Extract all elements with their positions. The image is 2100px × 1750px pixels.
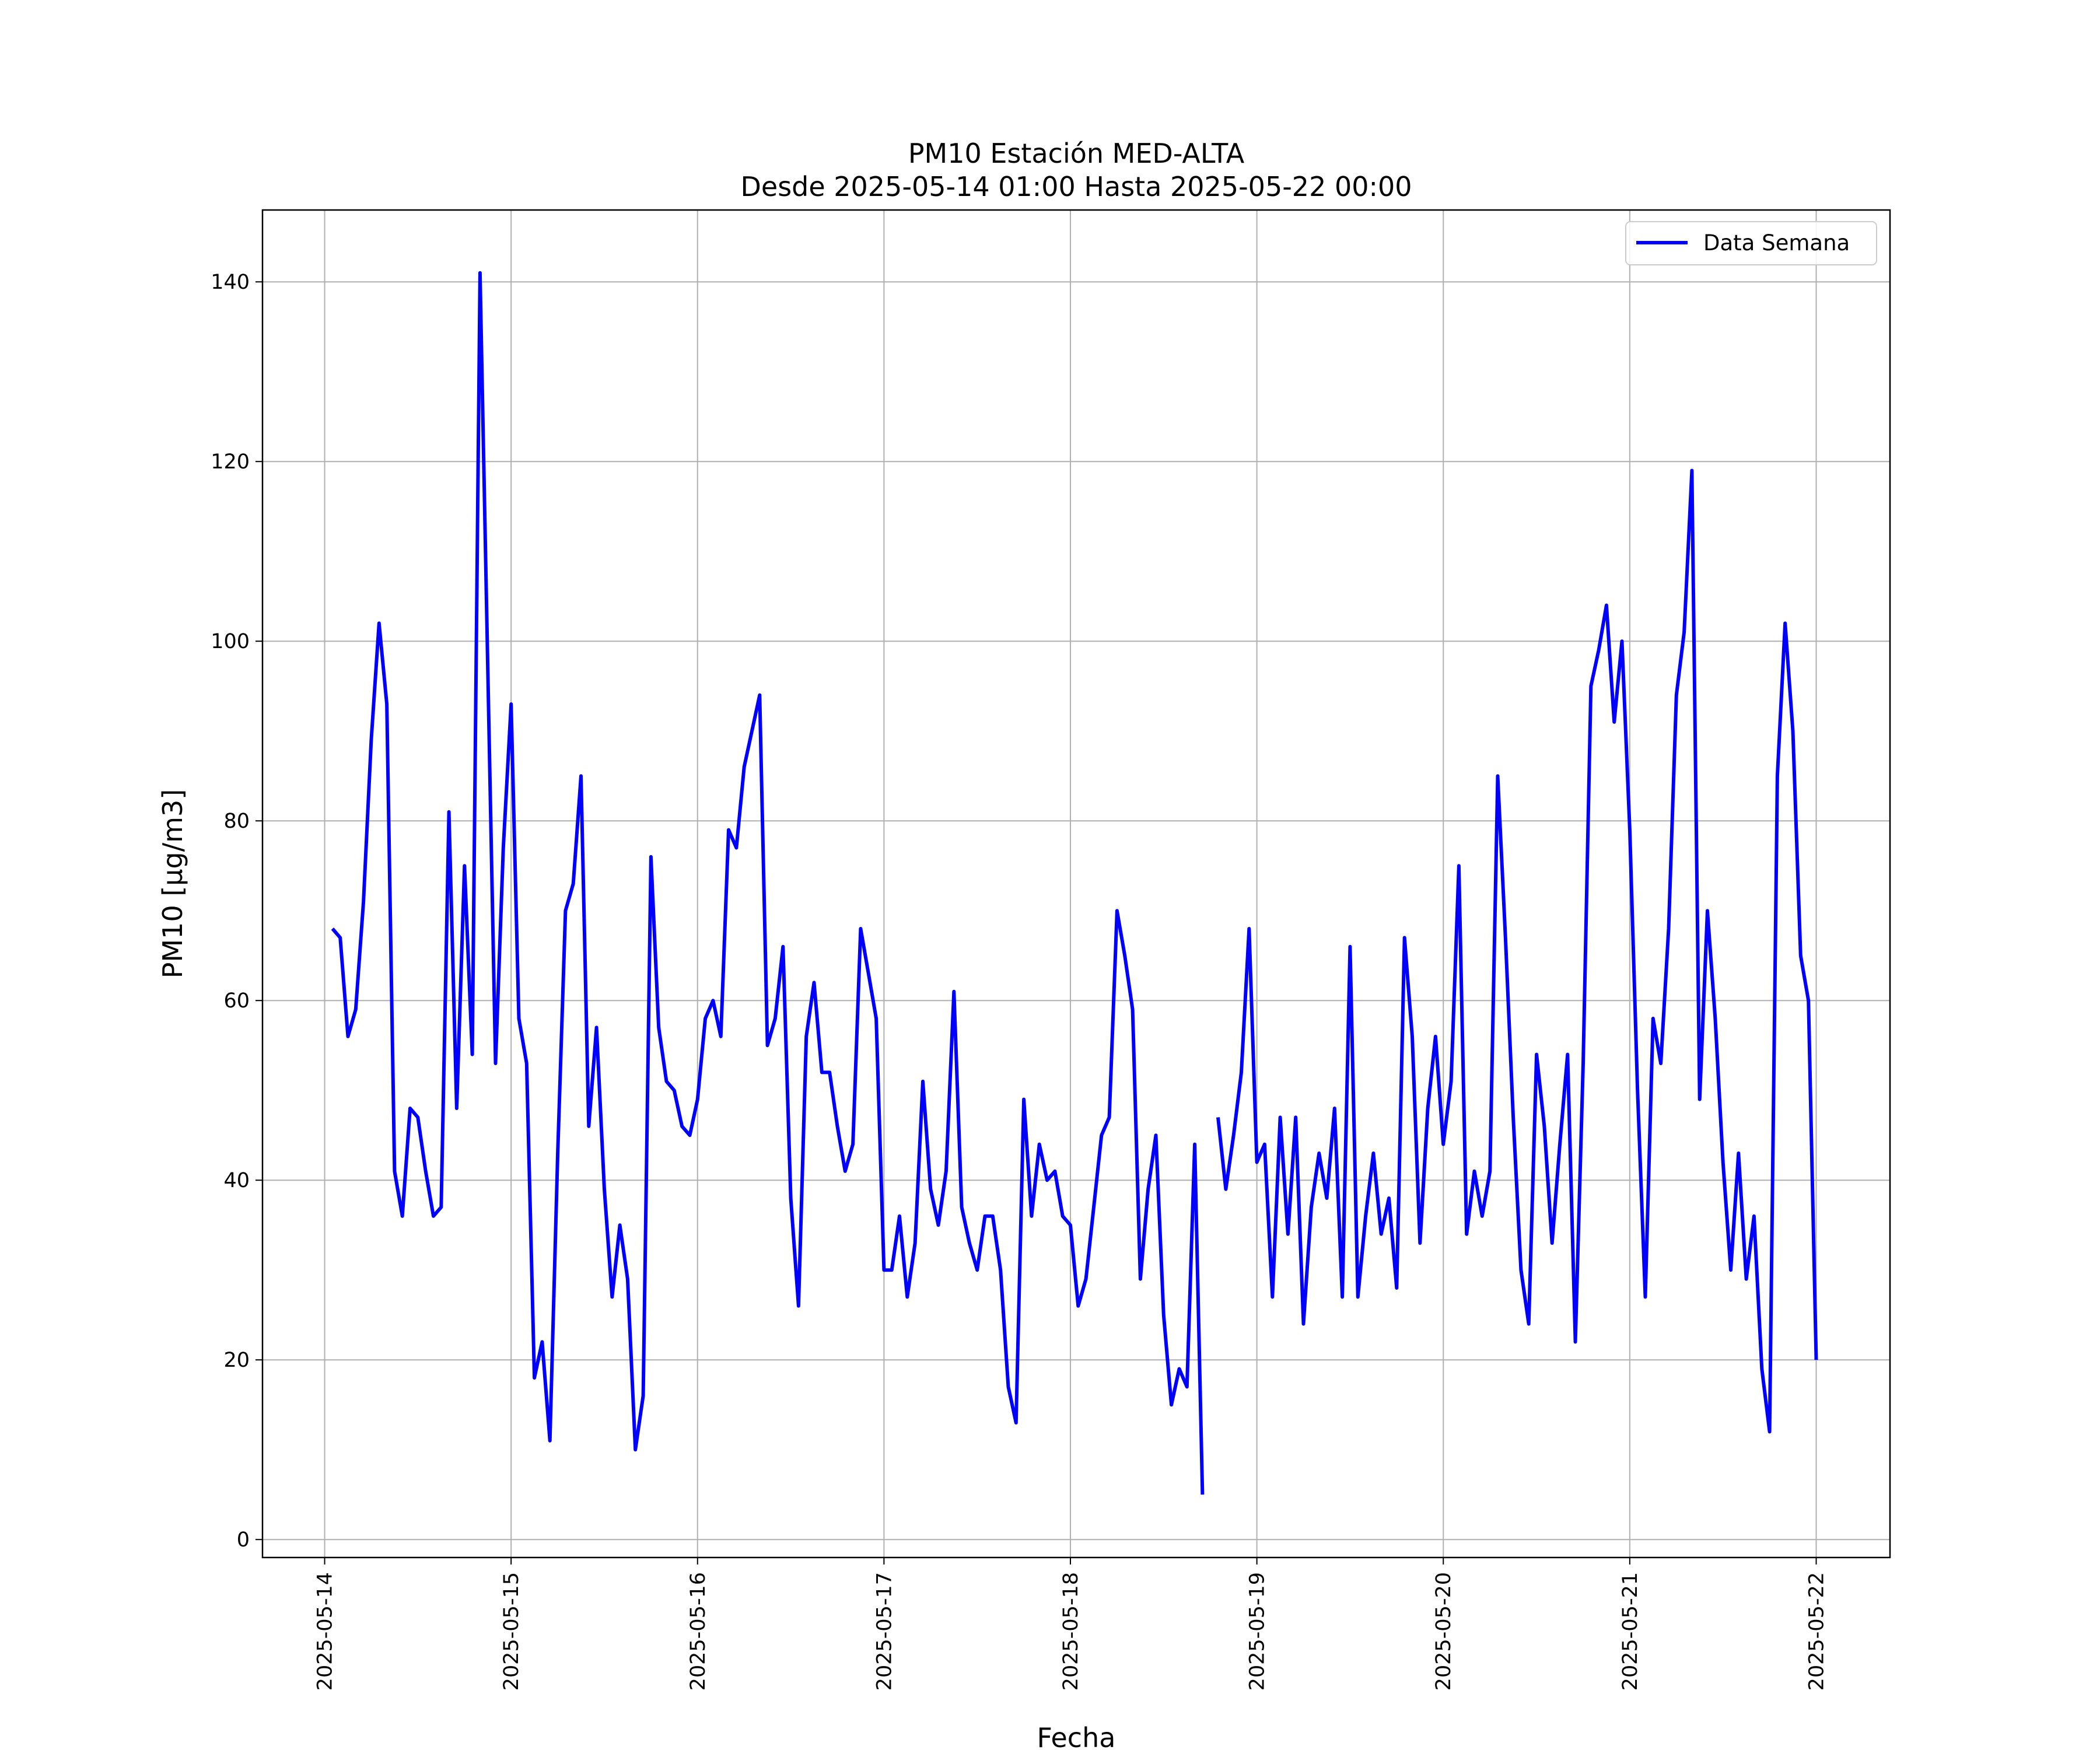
x-tick-label: 2025-05-14 (314, 1572, 337, 1690)
x-tick-label: 2025-05-22 (1805, 1572, 1828, 1690)
grid-lines (262, 210, 1890, 1558)
y-tick-label: 120 (211, 450, 250, 474)
y-tick-label: 20 (223, 1349, 250, 1372)
legend-label-data-semana: Data Semana (1703, 230, 1850, 256)
x-tick-label: 2025-05-17 (873, 1572, 896, 1690)
series-line-data-semana (331, 271, 1205, 1495)
x-tick-label: 2025-05-21 (1619, 1572, 1642, 1690)
y-tick-label: 60 (223, 989, 250, 1013)
chart-title: PM10 Estación MED-ALTA (908, 138, 1245, 169)
series-lines (331, 271, 1818, 1495)
axis-ticks: 0 20 40 60 80 100 120 140 2025-05-14 2025-05-15 20… (211, 271, 1828, 1690)
y-tick-label: 40 (223, 1169, 250, 1192)
x-tick-label: 2025-05-18 (1059, 1572, 1083, 1690)
y-tick-label: 100 (211, 630, 250, 653)
legend: Data Semana (1625, 221, 1877, 265)
legend-box (1625, 221, 1877, 265)
x-tick-label: 2025-05-20 (1432, 1572, 1455, 1690)
y-tick-label: 0 (237, 1528, 250, 1552)
y-axis-label: PM10 [μg/m3] (157, 789, 188, 979)
x-axis-label: Fecha (1037, 1722, 1116, 1750)
plot-frame (261, 209, 1891, 1559)
x-tick-label: 2025-05-15 (500, 1572, 523, 1690)
y-tick-label: 80 (223, 810, 250, 833)
chart-subtitle: Desde 2025-05-14 01:00 Hasta 2025-05-22 … (740, 171, 1412, 202)
series-line-data-semana (1216, 468, 1818, 1434)
x-tick-label: 2025-05-19 (1246, 1572, 1269, 1690)
y-tick-label: 140 (211, 271, 250, 294)
x-tick-label: 2025-05-16 (687, 1572, 710, 1690)
